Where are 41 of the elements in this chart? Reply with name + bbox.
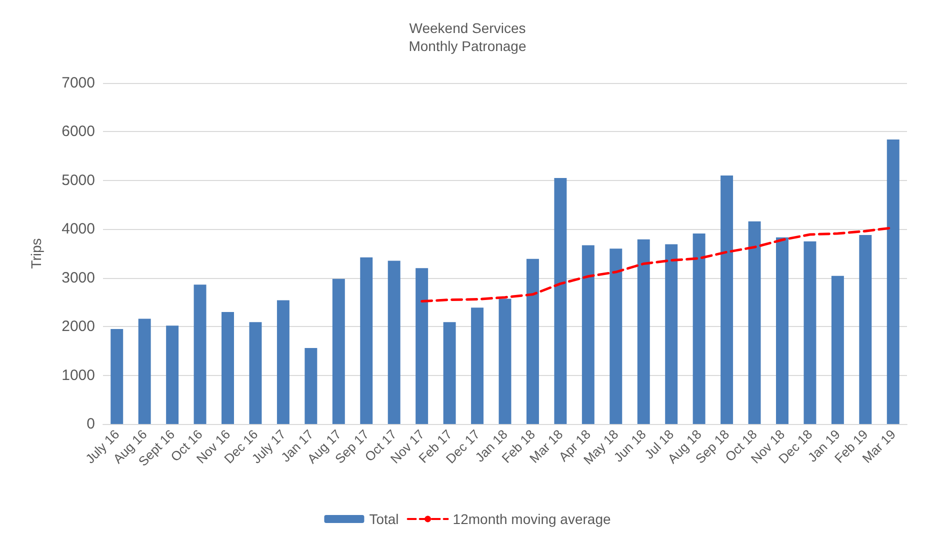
y-axis-title: Trips [28,238,44,269]
bar [443,322,456,424]
chart-title: Weekend Services Monthly Patronage [408,20,526,54]
bar [110,329,124,424]
bar [416,268,428,424]
bar [138,318,151,424]
bar [665,244,678,424]
bar [194,284,206,424]
bar [776,237,788,424]
bar [360,257,373,424]
y-tick-label: 2000 [62,318,95,336]
y-tick-label: 7000 [62,74,95,92]
bar [166,326,179,424]
bar [526,258,539,424]
y-tick-label: 6000 [62,123,95,140]
bar [859,234,872,424]
bar [886,140,900,424]
bar [582,245,594,424]
bar [637,239,650,424]
bar [222,312,234,424]
legend-label: Total [369,511,399,527]
y-tick-label: 5000 [62,172,95,189]
y-tick-label: 0 [86,416,95,432]
bar [554,178,567,424]
bar [498,298,512,424]
bar [720,176,734,424]
legend-label: 12month moving average [452,511,611,527]
bar [831,276,844,424]
y-tick-label: 4000 [62,220,95,238]
bar [471,308,484,424]
bar [249,322,262,424]
bar [276,300,290,424]
y-tick-label: 1000 [62,366,95,384]
bar [332,278,345,424]
bar [692,234,706,424]
bar [388,260,400,424]
y-tick-label: 3000 [62,269,95,286]
bar [748,221,761,424]
bar [804,241,816,424]
bar [610,248,622,424]
bar [304,348,318,424]
